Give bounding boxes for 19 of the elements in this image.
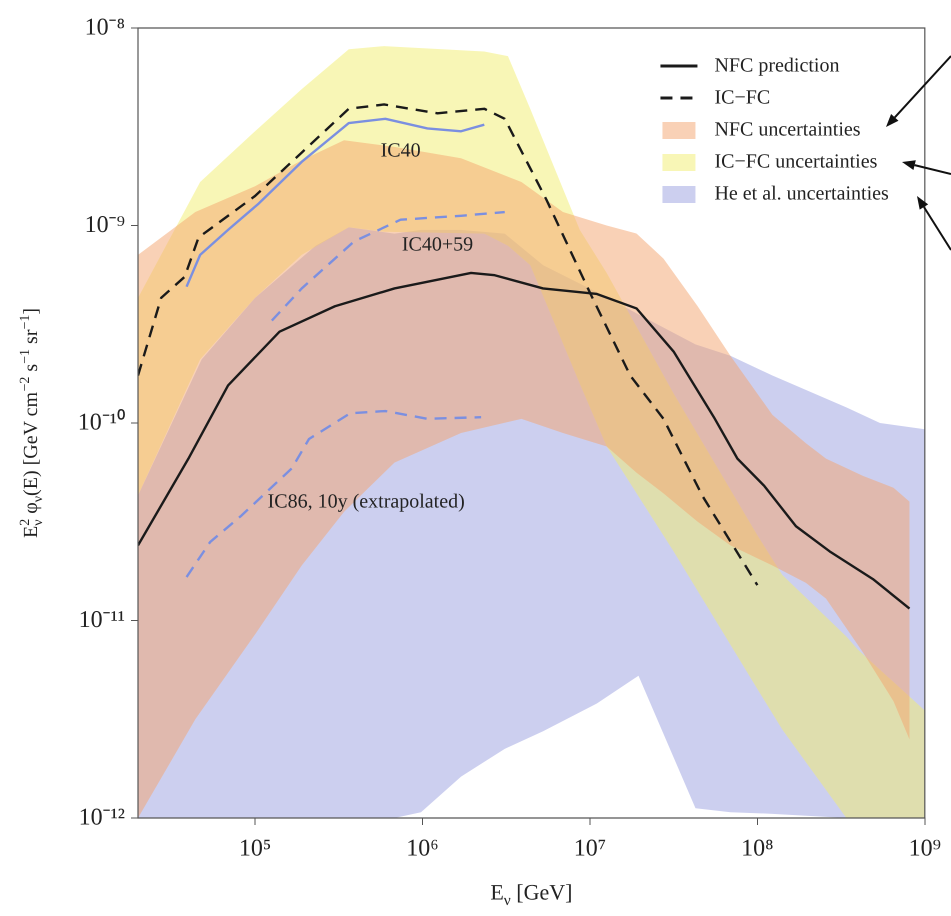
y-tick-label: 10⁻⁸ bbox=[84, 14, 125, 40]
y-tick-label: 10⁻¹¹ bbox=[78, 606, 125, 633]
legend-label: NFC prediction bbox=[714, 54, 840, 76]
y-tick-label: 10⁻¹⁰ bbox=[78, 408, 125, 436]
legend-label: NFC uncertainties bbox=[714, 118, 861, 140]
x-tick-label: 10⁹ bbox=[908, 836, 942, 862]
x-tick-label: 10⁸ bbox=[741, 836, 774, 862]
annotation: IC86, 10y (extrapolated) bbox=[268, 490, 465, 512]
legend-label: IC−FC uncertainties bbox=[714, 150, 878, 172]
x-tick-label: 10⁷ bbox=[574, 836, 606, 862]
annotation: IC40+59 bbox=[402, 234, 474, 256]
legend-label: He et al. uncertainties bbox=[714, 182, 890, 204]
x-tick-label: 10⁶ bbox=[406, 836, 439, 862]
x-tick-label: 10⁵ bbox=[238, 836, 272, 862]
annotation: IC40 bbox=[380, 139, 421, 162]
y-tick-label: 10⁻¹² bbox=[78, 804, 125, 830]
legend-label: IC−FC bbox=[714, 86, 770, 108]
y-tick-label: 10⁻⁹ bbox=[84, 212, 125, 238]
text: Eν2 φν(E) [GeV cm−2 s−1 sr−1] bbox=[18, 308, 46, 538]
